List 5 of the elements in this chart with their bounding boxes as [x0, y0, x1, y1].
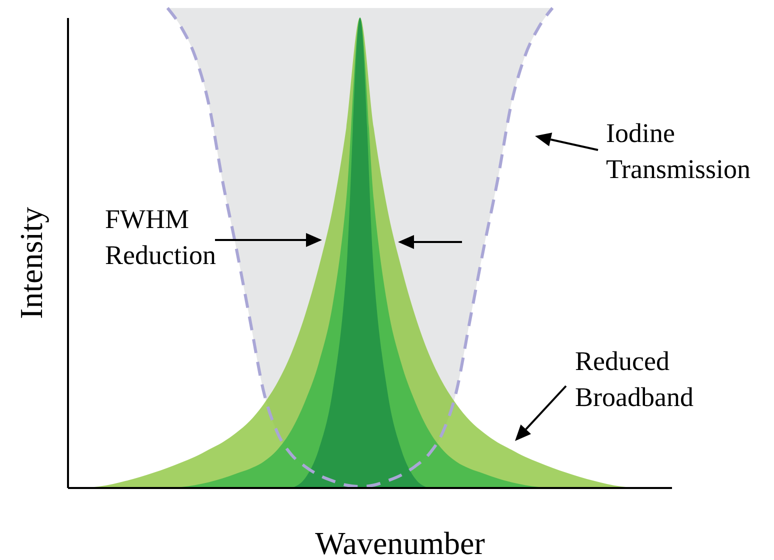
annotation: Reduced Broadband — [575, 346, 694, 412]
x-axis-title: Wavenumber — [315, 525, 486, 560]
annotation: FWHM Reduction — [105, 204, 216, 270]
y-axis-title: Intensity — [13, 207, 49, 319]
annotation: Iodine Transmission — [606, 118, 752, 184]
